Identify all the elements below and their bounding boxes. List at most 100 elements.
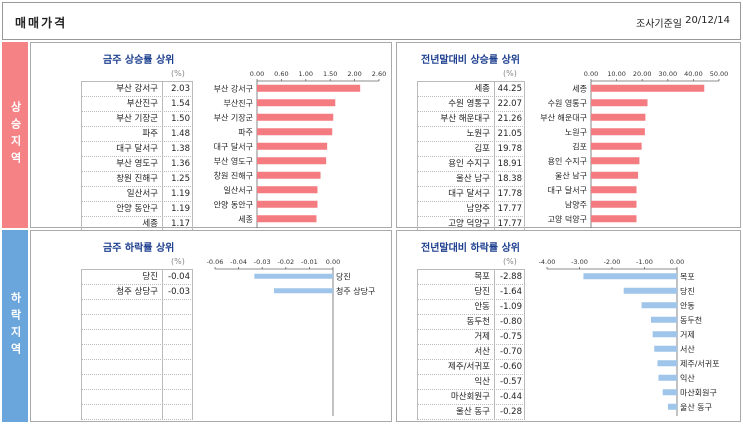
x-tick-label: 20.00 xyxy=(633,70,652,78)
category-label: 일산서구 xyxy=(224,185,253,195)
x-tick-label: 0.00 xyxy=(670,258,684,266)
category-label: 부산 영도구 xyxy=(214,156,253,166)
region-name: 고양 덕양구 xyxy=(417,217,495,231)
rate-value: 1.19 xyxy=(163,202,193,216)
region-name: 노원구 xyxy=(417,127,495,141)
x-tick-label: -4.00 xyxy=(539,258,556,266)
table-row xyxy=(81,375,193,390)
x-tick-label: 0.00 xyxy=(326,258,340,266)
table-row: 일산서구 1.19 xyxy=(81,187,193,202)
rate-value: 17.78 xyxy=(495,187,525,201)
bar xyxy=(257,113,334,121)
bar xyxy=(257,84,361,92)
category-label: 청주 상당구 xyxy=(336,286,375,296)
category-label: 제주/서귀포 xyxy=(680,358,720,368)
region-name: 울산 동구 xyxy=(417,405,495,419)
table-row xyxy=(81,405,193,420)
x-tick-label: -0.03 xyxy=(254,258,271,266)
rate-value: 1.25 xyxy=(163,172,193,186)
rank-table: 세종 44.25 수원 영통구 22.07 부산 해운대구 21.26 노원구 21.05 김포… xyxy=(417,81,525,232)
x-tick-label: -0.01 xyxy=(301,258,318,266)
rate-value: 2.03 xyxy=(163,82,193,96)
table-row: 대구 달서구 1.38 xyxy=(81,142,193,157)
rate-value: 17.77 xyxy=(495,217,525,231)
category-label: 대구 달서구 xyxy=(548,186,587,195)
table-row xyxy=(81,315,193,330)
x-tick-label: 30.00 xyxy=(658,70,677,78)
table-row: 부산진구 1.54 xyxy=(81,97,193,112)
region-name: 당진 xyxy=(417,285,495,299)
unit-label: (%) xyxy=(503,69,517,78)
table-row: 세종 44.25 xyxy=(417,82,525,97)
chart-title: 전년말대비 하락률 상위 xyxy=(421,243,520,254)
x-tick-label: -0.02 xyxy=(277,258,294,266)
rate-value xyxy=(163,345,193,359)
table-row: 제주/서귀포 -0.60 xyxy=(417,360,525,375)
x-tick-label: 0.00 xyxy=(584,70,598,78)
table-row xyxy=(81,300,193,315)
table-row: 파주 1.48 xyxy=(81,127,193,142)
category-label: 수원 영통구 xyxy=(548,98,587,108)
rate-value: 1.48 xyxy=(163,127,193,141)
region-name: 안양 동안구 xyxy=(81,202,163,216)
bar-chart: -4.00 -3.00 -2.00 -1.00 0.00 목포당진안동동두천거제서산제주/… xyxy=(539,258,720,416)
rate-value xyxy=(163,360,193,374)
x-tick-label: 50.00 xyxy=(710,70,729,78)
table-row: 수원 영통구 22.07 xyxy=(417,97,525,112)
category-label: 부산진구 xyxy=(224,98,253,108)
bar xyxy=(591,128,645,136)
table-row: 당진 -1.64 xyxy=(417,285,525,300)
bar xyxy=(257,142,328,150)
region-name: 대구 달서구 xyxy=(81,142,163,156)
region-name: 수원 영통구 xyxy=(417,97,495,111)
x-tick-label: 2.60 xyxy=(372,70,386,78)
rate-value: 18.38 xyxy=(495,172,525,186)
x-tick-label: -0.04 xyxy=(230,258,247,266)
table-row: 동두천 -0.80 xyxy=(417,315,525,330)
rate-value: 1.19 xyxy=(163,187,193,201)
x-tick-label: 10.00 xyxy=(607,70,626,78)
region-name: 세종 xyxy=(81,217,163,231)
region-name: 대구 달서구 xyxy=(417,187,495,201)
rate-value: -2.88 xyxy=(495,270,525,284)
rate-value: 21.05 xyxy=(495,127,525,141)
table-row: 대구 달서구 17.78 xyxy=(417,187,525,202)
table-row: 부산 영도구 1.36 xyxy=(81,157,193,172)
table-row: 남양주 17.77 xyxy=(417,202,525,217)
x-tick-label: 0.60 xyxy=(274,70,288,78)
category-label: 노원구 xyxy=(565,128,587,137)
table-row: 김포 19.78 xyxy=(417,142,525,157)
category-label: 부산 해운대구 xyxy=(540,112,587,122)
panel-weekly-down: 금주 하락률 상위 (%) 당진 -0.04 청주 상당구 -0.03 -0.06 -0.04… xyxy=(30,230,392,422)
region-name: 일산서구 xyxy=(81,187,163,201)
rate-value: 1.38 xyxy=(163,142,193,156)
rate-value: -0.44 xyxy=(495,390,525,404)
table-row: 울산 남구 18.38 xyxy=(417,172,525,187)
rank-table: 부산 강서구 2.03 부산진구 1.54 부산 기장군 1.50 파주 1.48 대구 달서구… xyxy=(81,81,193,232)
section-label-down: 하락지역 xyxy=(2,230,28,422)
table-row: 창원 진해구 1.25 xyxy=(81,172,193,187)
rate-value: 22.07 xyxy=(495,97,525,111)
rate-value xyxy=(163,375,193,389)
table-row: 거제 -0.75 xyxy=(417,330,525,345)
rate-value: 1.17 xyxy=(163,217,193,231)
rate-value: 1.50 xyxy=(163,112,193,126)
rate-value: -0.57 xyxy=(495,375,525,389)
category-label: 당진 xyxy=(336,271,351,281)
category-label: 안양 동안구 xyxy=(214,199,253,209)
rate-value: -0.03 xyxy=(163,285,193,299)
rate-value xyxy=(163,390,193,404)
table-row: 안동 -1.09 xyxy=(417,300,525,315)
category-label: 거제 xyxy=(680,330,695,339)
region-name: 안동 xyxy=(417,300,495,314)
bar xyxy=(591,113,646,121)
table-row: 청주 상당구 -0.03 xyxy=(81,285,193,300)
x-tick-label: 1.50 xyxy=(323,70,337,78)
bar xyxy=(257,99,336,107)
category-label: 용인 수지구 xyxy=(548,156,587,166)
x-tick-label: 40.00 xyxy=(684,70,703,78)
table-row: 서산 -0.70 xyxy=(417,345,525,360)
bar xyxy=(591,142,642,150)
rate-value: -0.60 xyxy=(495,360,525,374)
